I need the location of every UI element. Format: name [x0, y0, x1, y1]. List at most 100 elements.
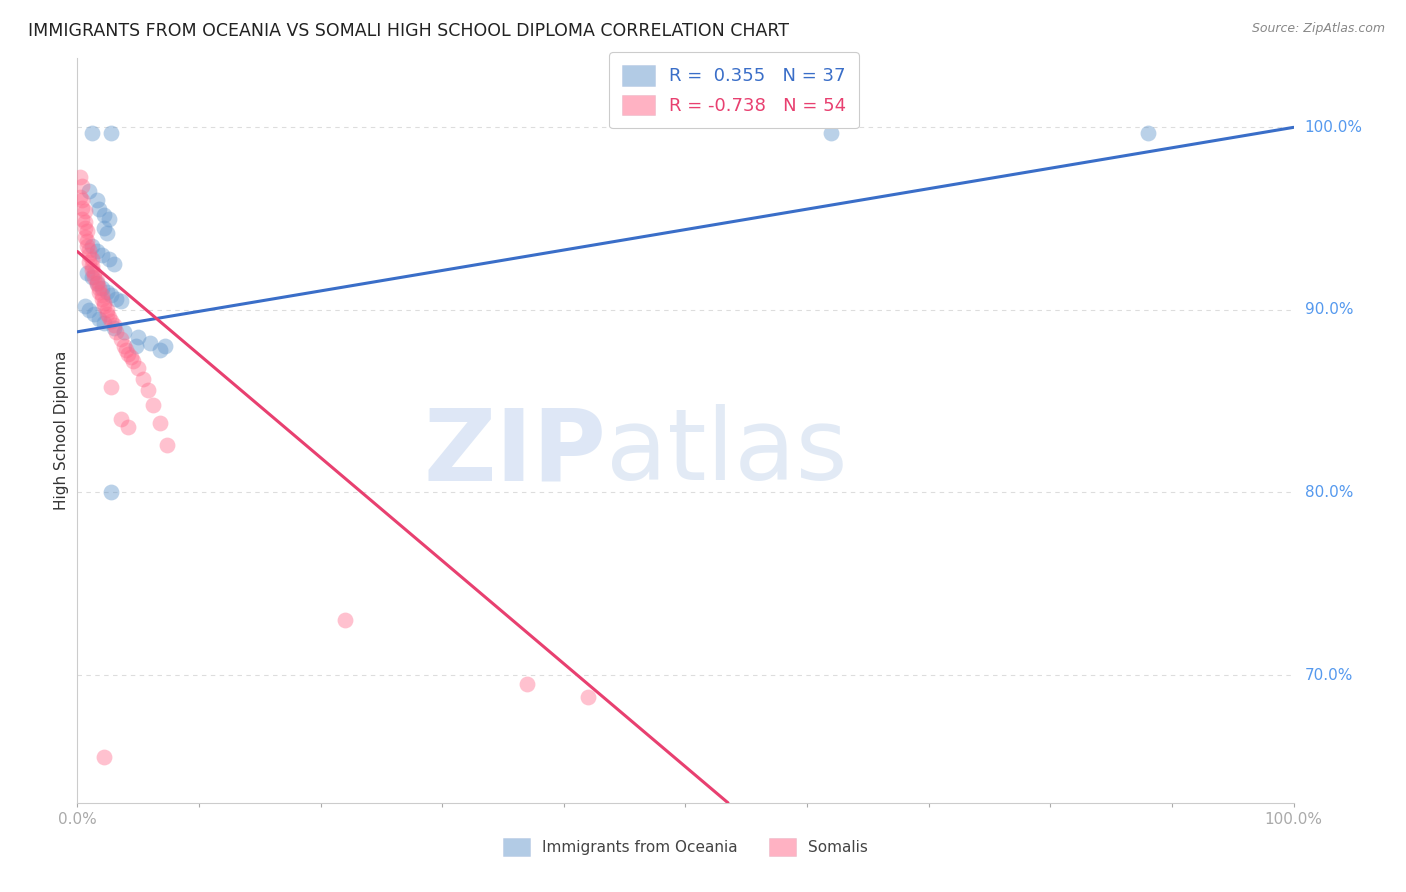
Point	[100, 288, 122, 302]
Point	[96, 307, 118, 321]
Point	[93, 295, 115, 310]
Point	[79, 243, 101, 257]
Point	[83, 307, 105, 321]
Point	[89, 281, 111, 295]
Point	[76, 239, 98, 253]
Point	[86, 276, 108, 290]
Point	[73, 230, 96, 244]
Text: 80.0%: 80.0%	[1305, 485, 1353, 500]
Point	[103, 257, 125, 271]
Point	[90, 248, 112, 262]
Point	[70, 194, 93, 208]
Point	[93, 750, 115, 764]
Point	[103, 321, 125, 335]
Point	[112, 325, 135, 339]
Point	[80, 270, 103, 285]
Point	[89, 285, 111, 299]
Point	[73, 220, 96, 235]
Point	[83, 266, 105, 280]
Point	[149, 343, 172, 357]
Point	[333, 613, 356, 627]
Text: 70.0%: 70.0%	[1305, 667, 1353, 682]
Point	[153, 339, 176, 353]
Point	[70, 178, 93, 193]
Point	[132, 372, 155, 386]
Text: 90.0%: 90.0%	[1305, 302, 1353, 318]
Point	[149, 416, 172, 430]
Point	[73, 299, 96, 313]
Point	[73, 215, 96, 229]
Point	[96, 285, 118, 299]
Point	[97, 310, 120, 325]
Text: IMMIGRANTS FROM OCEANIA VS SOMALI HIGH SCHOOL DIPLOMA CORRELATION CHART: IMMIGRANTS FROM OCEANIA VS SOMALI HIGH S…	[28, 22, 789, 40]
Point	[86, 244, 108, 259]
Point	[90, 288, 112, 302]
Point	[117, 347, 139, 361]
Point	[89, 312, 111, 326]
Point	[69, 169, 91, 184]
Point	[70, 211, 93, 226]
Point	[86, 277, 108, 292]
Point	[76, 224, 98, 238]
Point	[115, 343, 138, 357]
Point	[125, 339, 148, 353]
Point	[139, 335, 162, 350]
Point	[100, 485, 122, 500]
Point	[79, 248, 101, 262]
Point	[79, 302, 101, 317]
Point	[576, 690, 599, 704]
Point	[80, 259, 103, 273]
Point	[105, 325, 128, 339]
Point	[1136, 126, 1159, 140]
Point	[76, 234, 98, 248]
Point	[80, 262, 103, 277]
Point	[69, 190, 91, 204]
Text: Source: ZipAtlas.com: Source: ZipAtlas.com	[1251, 22, 1385, 36]
Text: 100.0%: 100.0%	[1305, 120, 1362, 135]
Point	[156, 438, 179, 452]
Y-axis label: High School Diploma: High School Diploma	[53, 351, 69, 510]
Point	[73, 204, 96, 219]
Point	[103, 318, 125, 332]
Point	[79, 255, 101, 269]
Point	[80, 126, 103, 140]
Point	[120, 351, 142, 365]
Point	[110, 412, 132, 426]
Point	[89, 202, 111, 217]
Point	[105, 292, 128, 306]
Point	[100, 379, 122, 393]
Text: atlas: atlas	[606, 404, 848, 501]
Point	[70, 201, 93, 215]
Point	[127, 330, 149, 344]
Point	[100, 126, 122, 140]
Point	[86, 194, 108, 208]
Point	[93, 220, 115, 235]
Point	[96, 226, 118, 240]
Point	[110, 293, 132, 308]
Point	[820, 126, 842, 140]
Point	[79, 184, 101, 198]
Point	[76, 266, 98, 280]
Point	[86, 274, 108, 288]
Point	[136, 383, 159, 397]
Point	[83, 270, 105, 285]
Point	[516, 677, 538, 691]
Legend: Immigrants from Oceania, Somalis: Immigrants from Oceania, Somalis	[496, 832, 875, 863]
Point	[93, 208, 115, 222]
Point	[110, 332, 132, 346]
Point	[117, 419, 139, 434]
Point	[93, 299, 115, 313]
Point	[96, 302, 118, 317]
Point	[100, 314, 122, 328]
Text: ZIP: ZIP	[423, 404, 606, 501]
Point	[97, 252, 120, 266]
Point	[122, 354, 145, 368]
Point	[112, 339, 135, 353]
Point	[90, 292, 112, 306]
Point	[90, 281, 112, 295]
Point	[93, 316, 115, 330]
Point	[97, 211, 120, 226]
Point	[142, 398, 165, 412]
Point	[127, 361, 149, 376]
Point	[80, 239, 103, 253]
